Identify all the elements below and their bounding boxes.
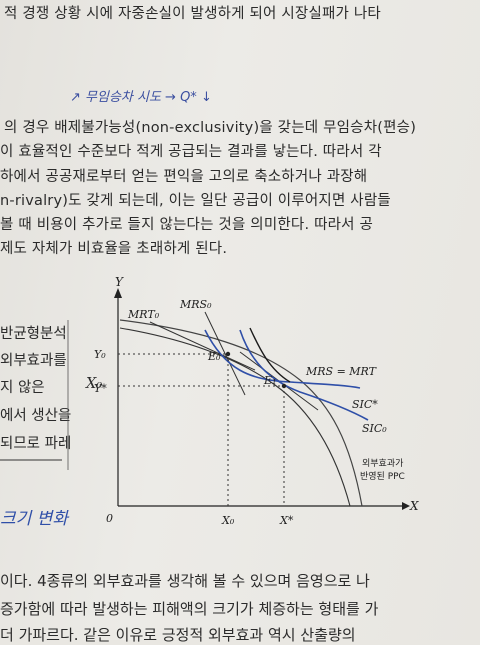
x0-label: X₀ — [221, 514, 235, 527]
side-text-5: 되므로 파레 — [0, 436, 72, 452]
y-axis-arrow — [114, 288, 122, 298]
y-axis-label: Y — [115, 275, 124, 289]
side-text-1: 반균형분석 — [0, 326, 67, 342]
text-line-3: 이 효율적인 수준보다 적게 공급되는 결과를 낳는다. 따라서 각 — [0, 144, 382, 160]
handwritten-note-left: 크기 변화 — [0, 509, 68, 529]
ppc-curve — [119, 319, 363, 507]
text-line-1: 적 경쟁 상황 시에 자중손실이 발생하게 되어 시장실패가 나타 — [4, 6, 381, 22]
text-line-6: 볼 때 비용이 추가로 들지 않는다는 것을 의미한다. 따라서 공 — [0, 217, 374, 233]
side-text-x0: X₀ — [86, 376, 103, 392]
handwritten-note-top: ↗ 무임승차 시도 → Q* ↓ — [70, 90, 212, 105]
x-axis-label: X — [409, 499, 419, 513]
ppc-external-curve — [119, 327, 351, 507]
sicstar-curve — [239, 329, 369, 421]
ppc-note-line-2: 반영된 PPC — [360, 470, 405, 482]
x-axis-arrow — [402, 502, 410, 510]
text-line-4: 하에서 공공재로부터 얻는 편익을 고의로 축소하거나 과장해 — [0, 169, 368, 185]
sic0-label: SIC₀ — [362, 422, 387, 435]
y0-label: Y₀ — [94, 348, 106, 361]
e0-label: E₀ — [207, 350, 221, 363]
text-line-7: 제도 자체가 비효율을 초래하게 된다. — [0, 241, 228, 257]
text-line-2: 의 경우 배제불가능성(non-exclusivity)을 갖는데 무임승차(편… — [4, 120, 417, 136]
ystar-label: Y* — [94, 382, 107, 395]
side-text-3: 지 않은 — [0, 380, 45, 396]
bottom-line-2: 증가함에 따라 발생하는 피해액의 크기가 체증하는 형태를 가 — [0, 600, 379, 618]
mrt0-line — [149, 321, 256, 371]
side-text-4: 에서 생산을 — [0, 408, 72, 424]
xstar-label: X* — [279, 514, 294, 527]
mrs0-label: MRS₀ — [179, 298, 212, 311]
e1-label: E₁ — [263, 374, 276, 387]
bottom-line-1: 이다. 4종류의 외부효과를 생각해 볼 수 있으며 음영으로 나 — [0, 572, 370, 590]
mrt0-label: MRT₀ — [127, 308, 160, 321]
origin-label: 0 — [106, 512, 113, 525]
text-line-5: n-rivalry)도 갖게 되는데, 이는 일단 공급이 이루어지면 사람들 — [0, 193, 391, 209]
pen-curve-dark — [249, 327, 291, 383]
side-text-2: 외부효과를 — [0, 353, 67, 369]
e0-point — [225, 351, 231, 357]
mrs-mrt-label: MRS = MRT — [305, 365, 378, 378]
e1-point — [281, 383, 287, 389]
sicstar-label: SIC* — [352, 398, 378, 411]
ppc-note-line-1: 외부효과가 — [362, 457, 403, 469]
